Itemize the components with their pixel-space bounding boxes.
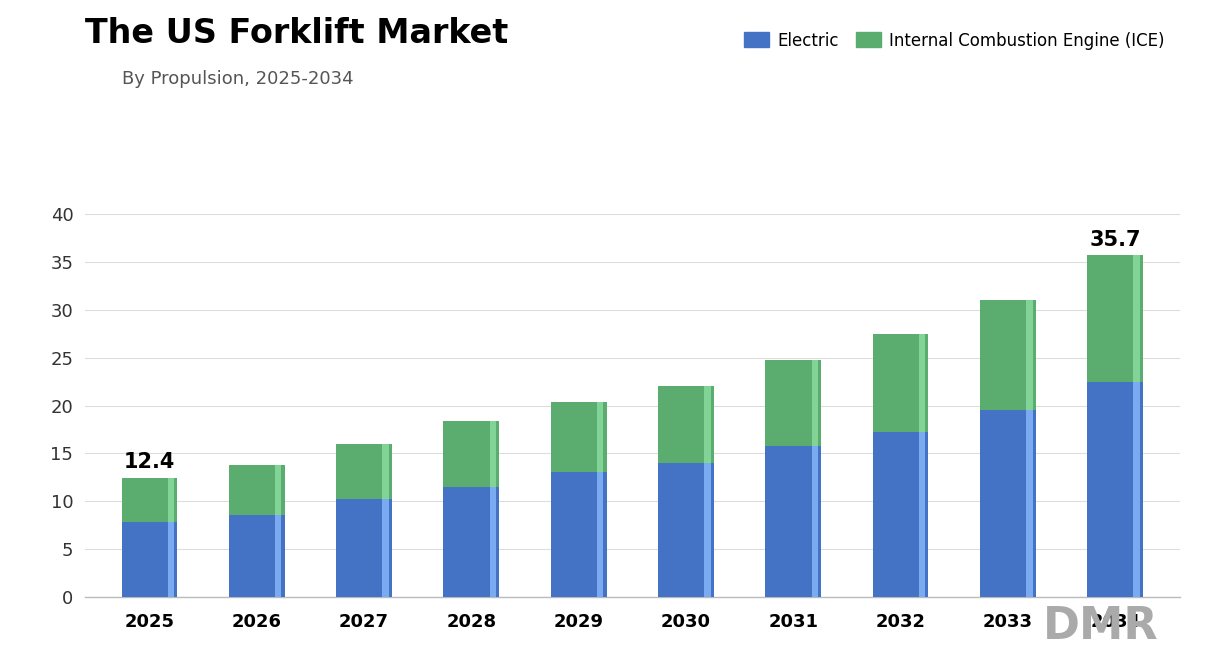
Bar (229, 515, 285, 597)
Bar (490, 487, 496, 597)
Bar (658, 463, 714, 597)
Bar (275, 465, 281, 515)
Bar (919, 432, 925, 597)
Bar (873, 432, 929, 597)
Bar (382, 444, 389, 499)
Bar (336, 499, 392, 597)
Bar (1026, 300, 1032, 410)
Legend: Electric, Internal Combustion Engine (ICE): Electric, Internal Combustion Engine (IC… (738, 25, 1171, 56)
Bar (229, 465, 285, 515)
Bar (168, 522, 174, 597)
Bar (490, 421, 496, 487)
Bar (336, 444, 392, 499)
Bar (765, 446, 821, 597)
Bar (1087, 255, 1143, 382)
Bar (597, 402, 603, 473)
Bar (704, 463, 710, 597)
Bar (444, 421, 500, 487)
Bar (382, 499, 389, 597)
Bar (168, 478, 174, 522)
Bar (275, 515, 281, 597)
Bar (765, 359, 821, 446)
Bar (1133, 255, 1139, 382)
Text: 35.7: 35.7 (1090, 229, 1141, 250)
Bar (597, 473, 603, 597)
Bar (551, 473, 607, 597)
Bar (919, 333, 925, 432)
Bar (658, 387, 714, 463)
Bar (873, 333, 929, 432)
Bar (980, 410, 1036, 597)
Bar (704, 387, 710, 463)
Bar (122, 522, 178, 597)
Bar (980, 300, 1036, 410)
Bar (122, 478, 178, 522)
Text: DMR: DMR (1042, 605, 1159, 648)
Bar (1026, 410, 1032, 597)
Bar (811, 446, 818, 597)
Bar (551, 402, 607, 473)
Bar (444, 487, 500, 597)
Bar (1087, 382, 1143, 597)
Bar (811, 359, 818, 446)
Text: By Propulsion, 2025-2034: By Propulsion, 2025-2034 (122, 70, 353, 88)
Text: 12.4: 12.4 (124, 452, 175, 473)
Bar (1133, 382, 1139, 597)
Text: The US Forklift Market: The US Forklift Market (85, 17, 508, 50)
